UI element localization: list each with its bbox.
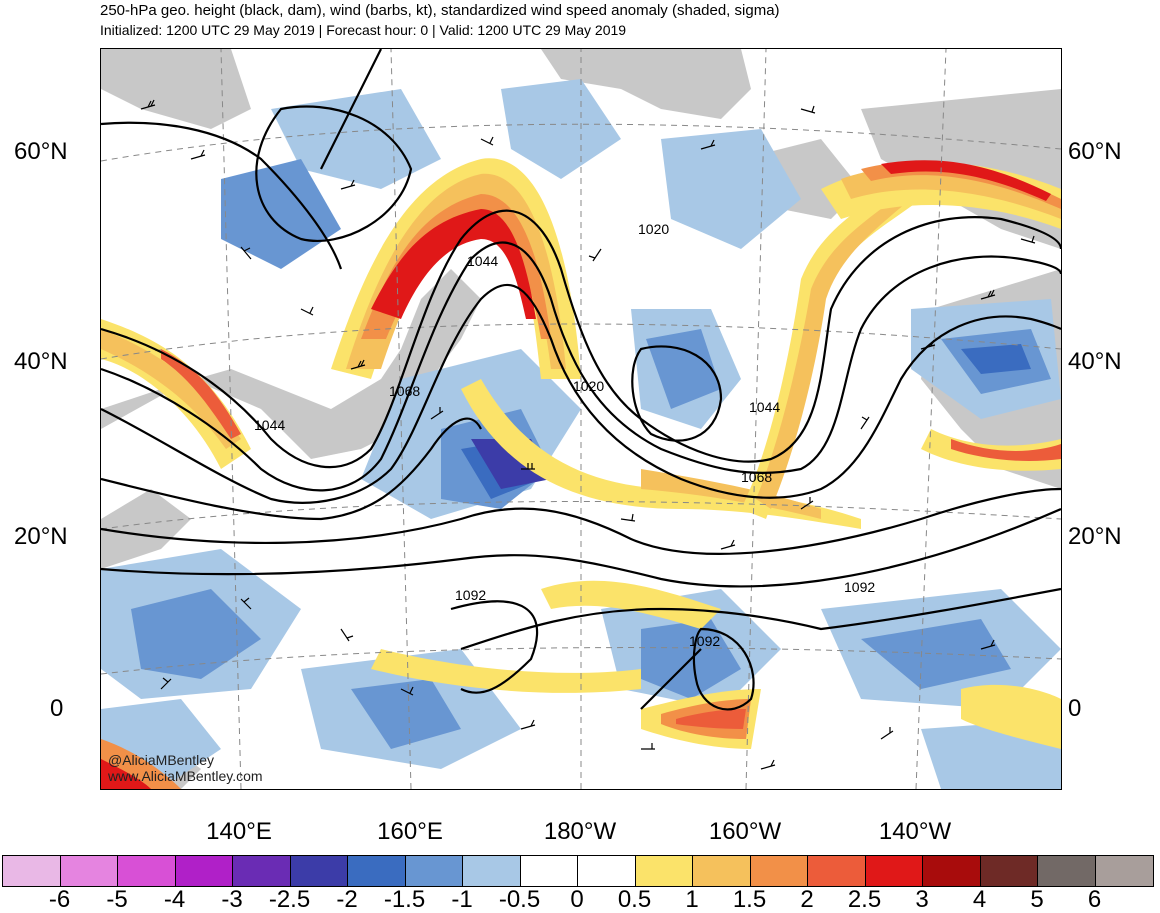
colorbar-swatch — [175, 856, 233, 886]
lat-label-left: 60°N — [14, 138, 68, 165]
colorbar-swatch — [60, 856, 118, 886]
colorbar-tick-label: -1.5 — [383, 886, 426, 913]
colorbar-tick-label: -1 — [451, 886, 473, 913]
watermark-handle: @AliciaMBentley — [108, 752, 215, 768]
colorbar-tick-label: 1.5 — [732, 886, 767, 913]
colorbar-tick-label: -0.5 — [498, 886, 541, 913]
colorbar — [2, 855, 1154, 887]
colorbar-swatch — [405, 856, 463, 886]
colorbar-swatch — [348, 856, 406, 886]
map-panel: 1020 1044 1044 1068 1020 1044 1068 1092 … — [100, 48, 1062, 790]
colorbar-tick-label: 1 — [685, 886, 699, 913]
colorbar-tick-label: 4 — [972, 886, 987, 913]
colorbar-swatch — [118, 856, 176, 886]
lat-label-left: 40°N — [14, 348, 68, 375]
colorbar-swatch — [3, 856, 61, 886]
colorbar-swatch — [808, 856, 866, 886]
lat-label-left: 0 — [50, 695, 64, 722]
colorbar-swatch — [865, 856, 923, 886]
lon-label: 160°E — [377, 818, 443, 845]
colorbar-tick-label: -4 — [163, 886, 186, 913]
contour-label: 1092 — [844, 579, 875, 595]
colorbar-swatch — [578, 856, 636, 886]
colorbar-tick-label: -2.5 — [268, 886, 311, 913]
contour-label: 1068 — [741, 469, 772, 485]
lon-label: 140°W — [878, 818, 952, 845]
positive-anomaly-shading — [101, 158, 1061, 789]
contour-label: 1092 — [455, 587, 486, 603]
contour-label: 1044 — [749, 399, 780, 415]
colorbar-tick-label: -6 — [48, 886, 71, 913]
contour-label: 1068 — [389, 383, 420, 399]
colorbar-swatch — [520, 856, 578, 886]
lat-label-left: 20°N — [14, 523, 68, 550]
contour-label: 1044 — [467, 253, 498, 269]
lat-label-right: 20°N — [1068, 523, 1122, 550]
figure-subtitle: Initialized: 1200 UTC 29 May 2019 | Fore… — [100, 22, 627, 38]
lon-label: 180°W — [543, 818, 617, 845]
colorbar-swatch — [923, 856, 981, 886]
colorbar-tick-label: -3 — [221, 886, 243, 913]
lon-label: 160°W — [708, 818, 782, 845]
colorbar-swatch — [750, 856, 808, 886]
colorbar-tick-label: 6 — [1087, 886, 1102, 913]
colorbar-tick-label: 3 — [915, 886, 929, 913]
lat-label-right: 60°N — [1068, 138, 1122, 165]
contour-label: 1020 — [573, 378, 604, 394]
colorbar-swatch — [693, 856, 751, 886]
colorbar-tick-label: -5 — [106, 886, 128, 913]
height-contours — [101, 49, 1061, 711]
graticule — [101, 49, 1061, 789]
colorbar-tick-label: -2 — [336, 886, 358, 913]
lon-label: 140°E — [206, 818, 272, 845]
map-canvas: 1020 1044 1044 1068 1020 1044 1068 1092 … — [101, 49, 1061, 789]
contour-label: 1092 — [689, 633, 720, 649]
contour-labels: 1020 1044 1044 1068 1020 1044 1068 1092 … — [254, 221, 875, 649]
figure-title: 250-hPa geo. height (black, dam), wind (… — [100, 2, 780, 19]
watermark-url: www.AliciaMBentley.com — [108, 768, 263, 784]
colorbar-swatch — [233, 856, 291, 886]
contour-label: 1020 — [638, 221, 669, 237]
lat-label-right: 0 — [1068, 695, 1082, 722]
colorbar-tick-label: 0 — [570, 886, 584, 913]
colorbar-tick-label: 0.5 — [617, 886, 652, 913]
colorbar-swatch — [1038, 856, 1096, 886]
wind-barbs — [140, 99, 1036, 770]
colorbar-swatch — [290, 856, 348, 886]
contour-label: 1044 — [254, 417, 285, 433]
colorbar-tick-label: 5 — [1030, 886, 1044, 913]
colorbar-swatch — [980, 856, 1038, 886]
lat-label-right: 40°N — [1068, 348, 1122, 375]
colorbar-swatch — [1095, 856, 1153, 886]
colorbar-tick-label: 2.5 — [847, 886, 882, 913]
colorbar-swatch — [635, 856, 693, 886]
negative-anomaly-shading — [101, 79, 1061, 789]
colorbar-tick-label: 2 — [800, 886, 814, 913]
colorbar-swatch — [463, 856, 521, 886]
